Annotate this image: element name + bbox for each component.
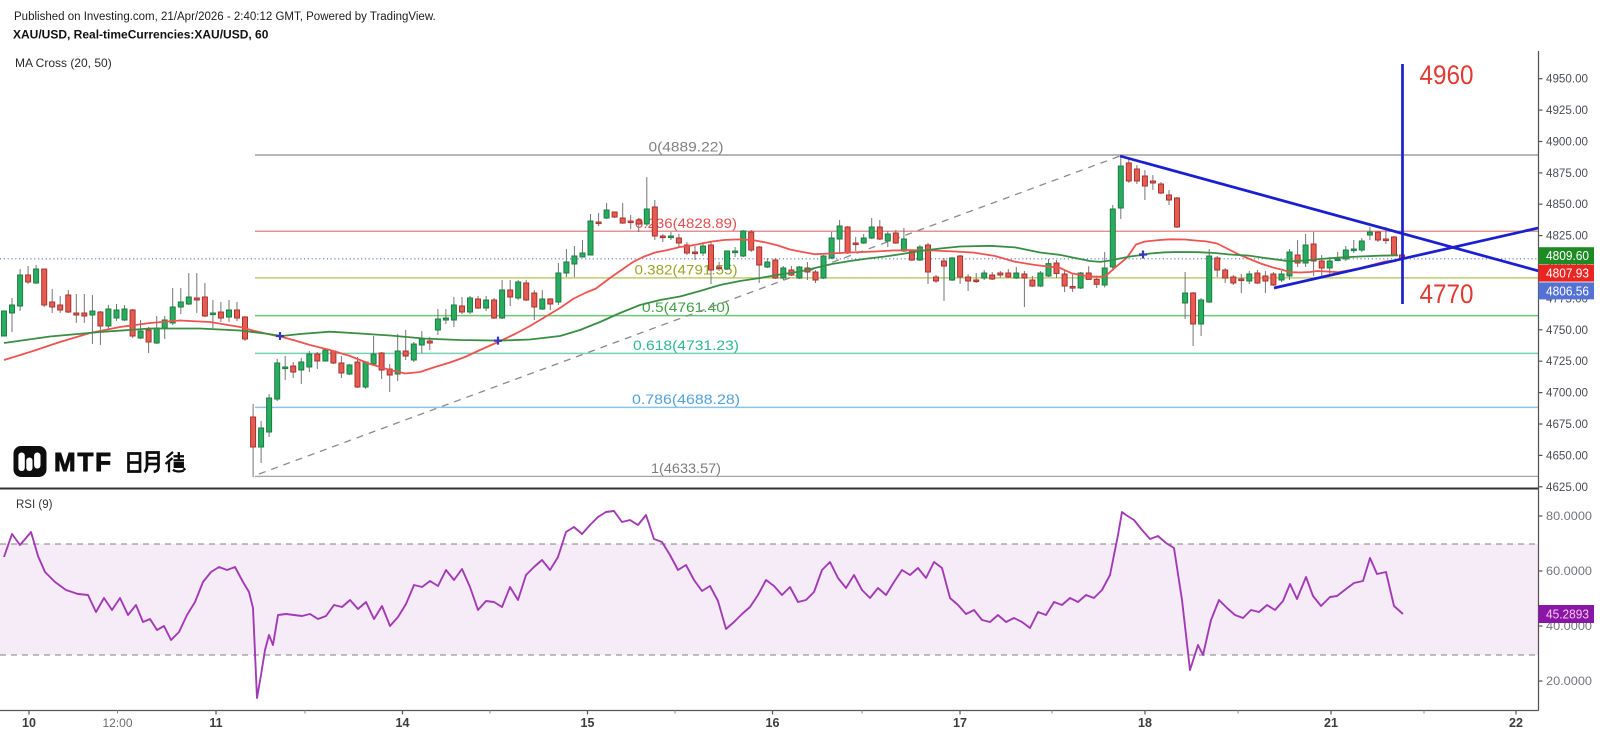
svg-text:4960: 4960 — [1420, 59, 1474, 90]
svg-text:4809.60: 4809.60 — [1546, 249, 1589, 263]
svg-text:4950.00: 4950.00 — [1546, 74, 1588, 86]
svg-text:60.0000: 60.0000 — [1546, 566, 1592, 578]
svg-text:4725.00: 4725.00 — [1546, 356, 1588, 368]
svg-text:20.0000: 20.0000 — [1546, 676, 1592, 688]
svg-text:80.0000: 80.0000 — [1546, 511, 1592, 523]
svg-text:4675.00: 4675.00 — [1546, 419, 1588, 431]
svg-text:4925.00: 4925.00 — [1546, 105, 1588, 117]
svg-text:4625.00: 4625.00 — [1546, 482, 1588, 494]
svg-text:4770: 4770 — [1420, 278, 1474, 309]
svg-text:4825.00: 4825.00 — [1546, 231, 1588, 243]
svg-text:4700.00: 4700.00 — [1546, 388, 1588, 400]
svg-text:11: 11 — [209, 716, 222, 730]
svg-text:4850.00: 4850.00 — [1546, 199, 1588, 211]
svg-text:4650.00: 4650.00 — [1546, 450, 1588, 462]
svg-text:45.2893: 45.2893 — [1546, 608, 1589, 622]
svg-text:1(4633.57): 1(4633.57) — [651, 460, 721, 476]
svg-text:4806.56: 4806.56 — [1546, 284, 1589, 298]
svg-text:15: 15 — [581, 716, 595, 730]
svg-text:4807.93: 4807.93 — [1546, 267, 1589, 281]
svg-text:Published on Investing.com, 21: Published on Investing.com, 21/Apr/2026 … — [14, 11, 436, 23]
svg-text:21: 21 — [1324, 716, 1338, 730]
svg-text:4750.00: 4750.00 — [1546, 325, 1588, 337]
svg-text:0.618(4731.23): 0.618(4731.23) — [633, 337, 739, 353]
svg-text:4900.00: 4900.00 — [1546, 137, 1588, 149]
svg-text:17: 17 — [953, 716, 967, 730]
svg-text:0.786(4688.28): 0.786(4688.28) — [632, 391, 740, 407]
svg-text:12:00: 12:00 — [102, 716, 132, 730]
svg-text:40.0000: 40.0000 — [1546, 621, 1592, 633]
svg-text:16: 16 — [766, 716, 780, 730]
svg-text:0.5(4761.40): 0.5(4761.40) — [642, 299, 730, 315]
svg-text:0.236(4828.89): 0.236(4828.89) — [635, 215, 737, 231]
svg-text:0(4889.22): 0(4889.22) — [649, 139, 724, 155]
svg-text:0.382(4791.55): 0.382(4791.55) — [635, 261, 738, 277]
svg-text:MTF: MTF — [54, 447, 113, 477]
svg-text:14: 14 — [396, 716, 410, 730]
svg-text:10: 10 — [22, 716, 36, 730]
svg-text:22: 22 — [1509, 716, 1523, 730]
svg-text:4875.00: 4875.00 — [1546, 168, 1588, 180]
svg-text:18: 18 — [1138, 716, 1152, 730]
svg-text:MA Cross (20, 50): MA Cross (20, 50) — [15, 56, 112, 70]
svg-text:XAU/USD, Real-timeCurrencies:X: XAU/USD, Real-timeCurrencies:XAU/USD, 60 — [13, 28, 269, 42]
svg-text:RSI (9): RSI (9) — [16, 499, 53, 511]
